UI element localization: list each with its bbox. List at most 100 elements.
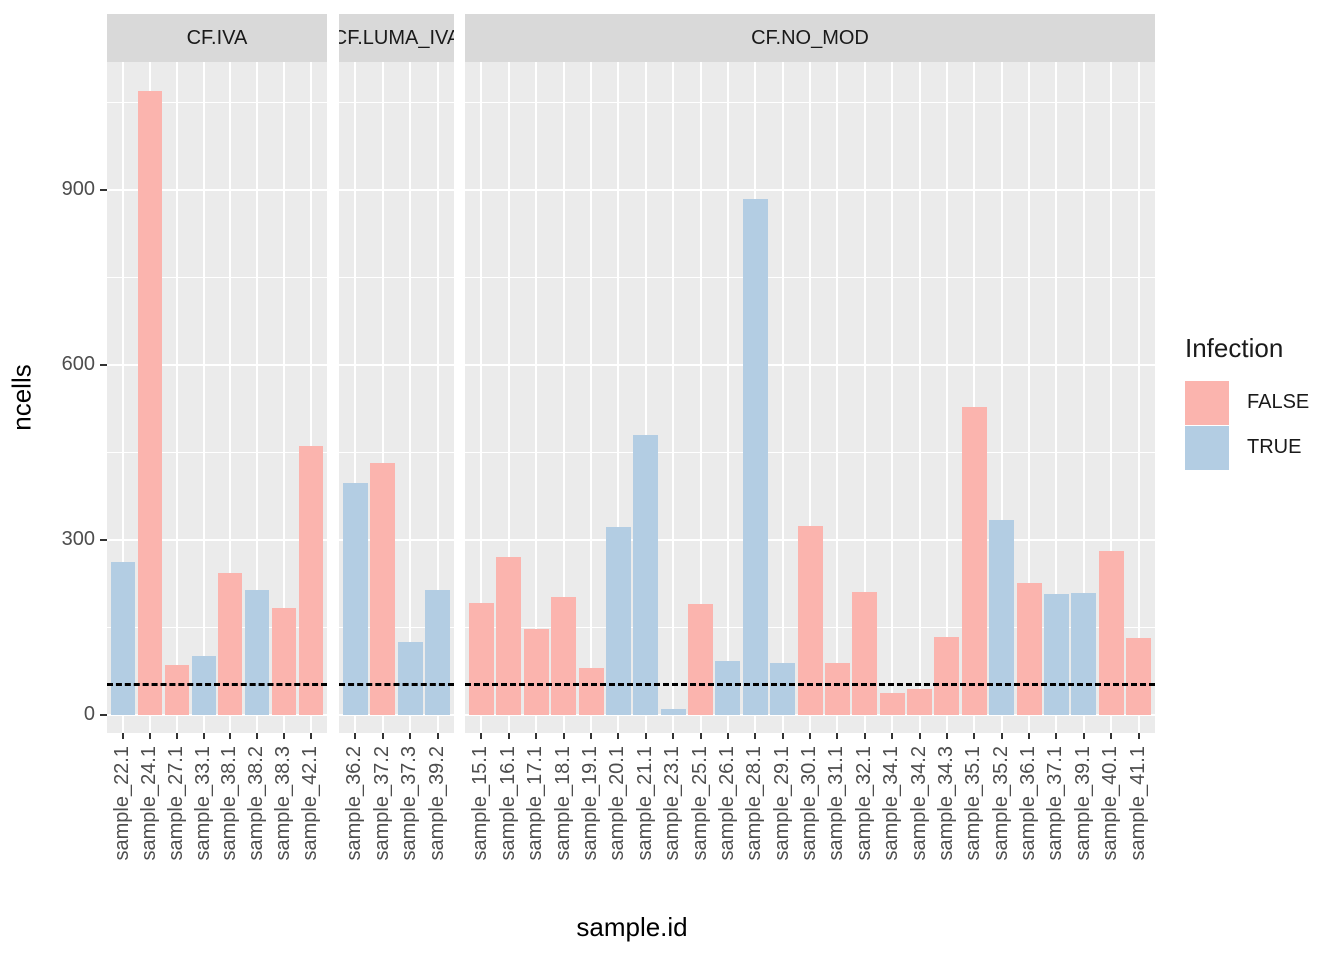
bar-sample_27.1 — [164, 664, 189, 715]
bar-sample_38.2 — [245, 590, 270, 715]
legend-swatch — [1185, 425, 1229, 470]
legend: Infection FALSE TRUE — [1185, 333, 1335, 470]
gridline-x — [354, 62, 357, 733]
x-tick-mark — [1137, 733, 1140, 739]
x-tick-mark — [535, 733, 538, 739]
bar-sample_20.1 — [605, 527, 631, 715]
x-tick-mark — [1028, 733, 1030, 739]
x-tick-label: sample_38.1 — [218, 746, 241, 861]
x-tick-mark — [672, 733, 675, 739]
gridline-x — [409, 62, 412, 733]
x-tick-mark — [1110, 733, 1113, 739]
x-tick-label: sample_41.1 — [1126, 746, 1149, 861]
facet-CF.IVA: CF.IVA sample_22.1 sample_24.1 sample_27.1 s… — [107, 14, 327, 914]
gridline-x — [381, 62, 384, 733]
x-tick-label: sample_36.1 — [1017, 746, 1039, 861]
gridline-x — [436, 62, 439, 733]
x-tick-mark — [973, 733, 976, 739]
bar-sample_28.1 — [742, 198, 768, 715]
gridline-x — [836, 62, 839, 733]
facet-strip-label: CF.NO_MOD — [751, 26, 869, 49]
bar-sample_26.1 — [715, 660, 741, 715]
threshold-line — [339, 682, 454, 686]
gridline-x — [202, 62, 205, 733]
x-tick-mark — [202, 733, 205, 739]
gridline-x — [863, 62, 866, 733]
legend-swatch — [1185, 380, 1229, 425]
x-tick-mark — [891, 733, 894, 739]
gridline-x — [309, 62, 312, 733]
x-tick-mark — [1082, 733, 1085, 739]
gridline-x — [1055, 62, 1058, 733]
x-tick-mark — [175, 733, 178, 739]
bar-sample_34.2 — [907, 688, 932, 715]
x-tick-label: sample_38.3 — [272, 746, 295, 861]
x-tick-label: sample_16.1 — [496, 746, 519, 861]
x-tick-label: sample_37.2 — [370, 746, 393, 861]
gridline-x — [590, 62, 592, 733]
x-tick-mark — [309, 733, 312, 739]
gridline-major — [107, 714, 327, 716]
gridline-minor — [339, 102, 454, 103]
bar-sample_37.1 — [1043, 594, 1069, 715]
bar-sample_17.1 — [523, 629, 549, 715]
x-tick-label: sample_37.3 — [398, 746, 421, 861]
gridline-x — [672, 62, 675, 733]
x-tick-label: sample_25.1 — [688, 746, 711, 861]
x-tick-mark — [699, 733, 702, 739]
gridline-x — [945, 62, 948, 733]
x-tick-label: sample_28.1 — [743, 746, 766, 861]
y-tick-label: 600 — [61, 353, 95, 375]
plot-panel — [107, 62, 327, 733]
bar-sample_35.1 — [961, 407, 987, 715]
bar-sample_18.1 — [551, 597, 577, 715]
x-tick-mark — [1000, 733, 1003, 739]
gridline-major — [339, 539, 454, 541]
facet-strip: CF.LUMA_IVA — [339, 14, 454, 62]
bar-sample_40.1 — [1098, 551, 1124, 715]
legend-entry-FALSE: FALSE — [1185, 380, 1335, 425]
bar-sample_42.1 — [298, 446, 323, 715]
x-tick-mark — [918, 733, 921, 739]
x-tick-mark — [836, 733, 839, 739]
gridline-major — [339, 189, 454, 191]
bar-sample_15.1 — [468, 603, 494, 715]
legend-entries: FALSE TRUE — [1185, 380, 1335, 470]
gridline-minor — [339, 452, 454, 453]
bar-sample_19.1 — [578, 668, 604, 715]
facet-strip: CF.IVA — [107, 14, 327, 62]
x-tick-label: sample_39.2 — [425, 746, 448, 861]
x-tick-label: sample_37.1 — [1044, 746, 1067, 861]
x-tick-label: sample_30.1 — [798, 746, 820, 861]
gridline-x — [229, 62, 232, 733]
y-tick-mark — [100, 364, 107, 366]
legend-title: Infection — [1185, 333, 1284, 363]
x-tick-mark — [863, 733, 866, 739]
gridline-x — [726, 62, 729, 733]
gridline-x — [891, 62, 894, 733]
bar-sample_30.1 — [797, 526, 823, 715]
x-tick-mark — [409, 733, 412, 739]
x-tick-label: sample_26.1 — [715, 746, 738, 861]
facet-strip-label: CF.IVA — [186, 26, 248, 49]
bar-sample_24.1 — [137, 90, 162, 715]
x-tick-mark — [726, 733, 729, 739]
gridline-x — [809, 62, 811, 733]
gridline-x — [535, 62, 538, 733]
gridline-minor — [107, 277, 327, 278]
bar-sample_32.1 — [852, 591, 878, 715]
bar-sample_25.1 — [688, 604, 713, 715]
x-tick-label: sample_40.1 — [1099, 746, 1122, 861]
y-tick-mark — [100, 539, 107, 541]
x-tick-label: sample_34.2 — [907, 746, 930, 861]
x-tick-label: sample_42.1 — [298, 746, 321, 861]
y-tick-label: 0 — [83, 703, 95, 725]
bar-sample_37.2 — [370, 463, 396, 715]
y-tick-mark — [100, 189, 107, 191]
y-tick-label: 900 — [61, 178, 95, 200]
gridline-x — [507, 62, 510, 733]
gridline-major — [107, 539, 327, 541]
facet-CF.NO_MOD: CF.NO_MOD sample_15.1 sample_16.1 sample_17… — [465, 14, 1155, 914]
bar-sample_39.2 — [425, 590, 451, 715]
gridline-x — [562, 62, 565, 733]
